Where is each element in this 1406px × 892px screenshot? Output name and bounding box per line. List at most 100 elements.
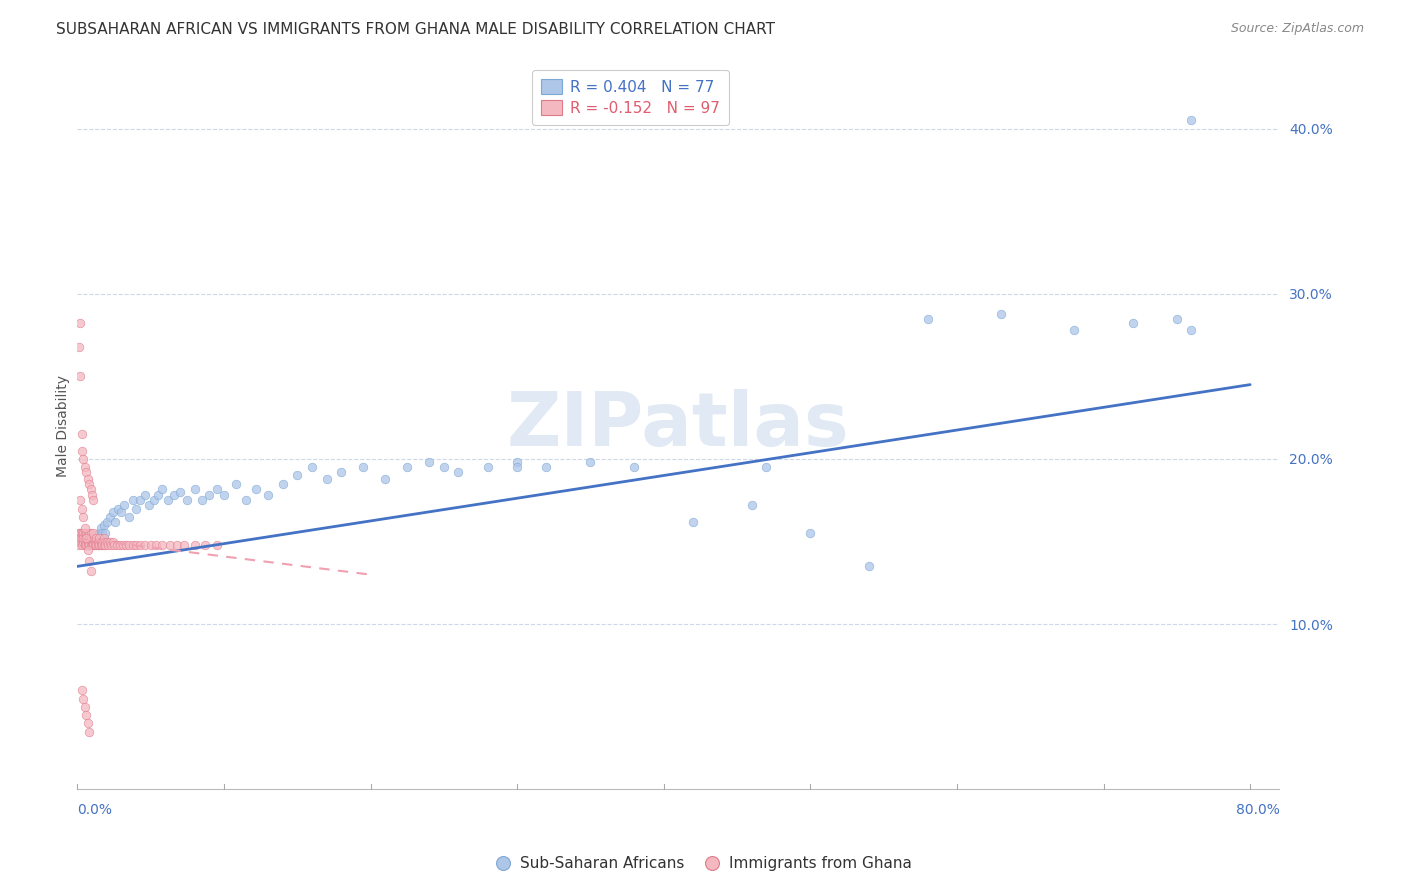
Point xyxy=(86,531,108,545)
Point xyxy=(330,465,353,479)
Point xyxy=(114,538,136,552)
Point xyxy=(77,554,100,568)
Point xyxy=(76,472,98,486)
Point xyxy=(741,498,763,512)
Point xyxy=(139,538,162,552)
Point xyxy=(70,427,93,442)
Point xyxy=(72,526,94,541)
Point xyxy=(159,538,181,552)
Point xyxy=(80,531,103,545)
Point xyxy=(82,538,104,552)
Point xyxy=(205,538,228,552)
Point xyxy=(82,538,104,552)
Point xyxy=(80,534,103,549)
Point xyxy=(84,538,107,552)
Point xyxy=(150,538,173,552)
Point xyxy=(108,538,131,552)
Point xyxy=(799,526,821,541)
Point xyxy=(183,538,205,552)
Point xyxy=(72,452,94,467)
Point xyxy=(623,460,645,475)
Point xyxy=(77,538,100,552)
Point xyxy=(107,501,129,516)
Point xyxy=(257,488,280,502)
Point xyxy=(94,538,117,552)
Point xyxy=(93,518,115,533)
Point xyxy=(142,493,165,508)
Point xyxy=(506,455,529,469)
Point xyxy=(70,531,93,545)
Point xyxy=(917,311,939,326)
Point xyxy=(69,526,91,541)
Point xyxy=(1180,113,1202,128)
Point xyxy=(77,526,100,541)
Point xyxy=(990,307,1012,321)
Point xyxy=(69,534,91,549)
Point xyxy=(70,683,93,698)
Point xyxy=(146,488,169,502)
Point xyxy=(125,501,148,516)
Point xyxy=(90,538,112,552)
Point xyxy=(111,538,134,552)
Point xyxy=(69,317,91,331)
Point xyxy=(87,538,110,552)
Point xyxy=(70,501,93,516)
Point xyxy=(73,460,96,475)
Point xyxy=(101,534,124,549)
Legend: R = 0.404   N = 77, R = -0.152   N = 97: R = 0.404 N = 77, R = -0.152 N = 97 xyxy=(531,70,728,125)
Point xyxy=(73,538,96,552)
Point xyxy=(89,526,111,541)
Point xyxy=(93,538,115,552)
Point xyxy=(75,531,97,545)
Point xyxy=(145,538,167,552)
Point xyxy=(97,538,120,552)
Point xyxy=(70,443,93,458)
Point xyxy=(79,564,101,578)
Point xyxy=(91,526,114,541)
Point xyxy=(1122,317,1144,331)
Point xyxy=(104,515,127,529)
Point xyxy=(96,515,118,529)
Point xyxy=(87,538,110,552)
Point xyxy=(110,505,132,519)
Text: Source: ZipAtlas.com: Source: ZipAtlas.com xyxy=(1230,22,1364,36)
Point xyxy=(198,488,221,502)
Point xyxy=(69,369,91,384)
Point xyxy=(125,538,148,552)
Text: SUBSAHARAN AFRICAN VS IMMIGRANTS FROM GHANA MALE DISABILITY CORRELATION CHART: SUBSAHARAN AFRICAN VS IMMIGRANTS FROM GH… xyxy=(56,22,775,37)
Point xyxy=(103,538,125,552)
Point xyxy=(77,476,100,491)
Point xyxy=(72,509,94,524)
Point xyxy=(1166,311,1188,326)
Point xyxy=(82,493,104,508)
Point xyxy=(94,534,117,549)
Point xyxy=(755,460,778,475)
Point xyxy=(447,465,470,479)
Point xyxy=(69,493,91,508)
Point xyxy=(194,538,217,552)
Point xyxy=(67,340,90,354)
Point xyxy=(84,534,107,549)
Point xyxy=(183,482,205,496)
Point xyxy=(477,460,499,475)
Point xyxy=(77,724,100,739)
Point xyxy=(76,716,98,731)
Point xyxy=(67,526,90,541)
Point xyxy=(75,465,97,479)
Point xyxy=(76,526,98,541)
Point xyxy=(134,538,156,552)
Point xyxy=(138,498,160,512)
Point xyxy=(94,526,117,541)
Point xyxy=(75,708,97,723)
Point xyxy=(67,538,90,552)
Point xyxy=(76,542,98,557)
Point xyxy=(579,455,602,469)
Point xyxy=(89,538,111,552)
Point xyxy=(75,538,97,552)
Point xyxy=(433,460,456,475)
Point xyxy=(91,538,114,552)
Point xyxy=(418,455,440,469)
Point xyxy=(75,526,97,541)
Point xyxy=(117,538,139,552)
Point xyxy=(69,531,91,545)
